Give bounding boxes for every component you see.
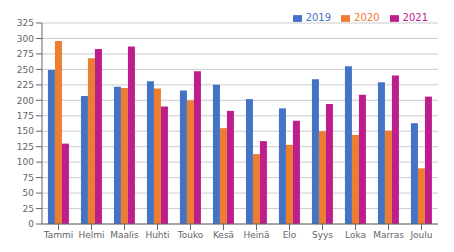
svg-text:Kesä: Kesä bbox=[213, 230, 234, 240]
svg-text:75: 75 bbox=[23, 173, 34, 183]
html-text:2019: 2019 bbox=[305, 12, 332, 23]
svg-text:Joulu: Joulu bbox=[409, 230, 432, 240]
svg-text:275: 275 bbox=[17, 49, 34, 59]
svg-text:Marras: Marras bbox=[373, 230, 404, 240]
html-text:2021: 2021 bbox=[402, 12, 428, 23]
svg-text:100: 100 bbox=[17, 157, 34, 167]
svg-text:175: 175 bbox=[17, 111, 34, 121]
svg-text:Loka: Loka bbox=[345, 230, 366, 240]
svg-text:0: 0 bbox=[28, 219, 34, 229]
svg-text:Elo: Elo bbox=[283, 230, 297, 240]
svg-text:Syys: Syys bbox=[312, 230, 333, 240]
svg-text:Touko: Touko bbox=[177, 230, 204, 240]
svg-text:50: 50 bbox=[23, 188, 35, 198]
svg-text:Heinä: Heinä bbox=[243, 230, 269, 240]
svg-text:125: 125 bbox=[17, 142, 34, 152]
svg-text:300: 300 bbox=[17, 34, 34, 44]
html-text:2020: 2020 bbox=[354, 12, 380, 23]
svg-text:Helmi: Helmi bbox=[78, 230, 104, 240]
svg-text:Huhti: Huhti bbox=[145, 230, 169, 240]
svg-text:325: 325 bbox=[17, 18, 34, 28]
svg-text:200: 200 bbox=[17, 96, 34, 106]
svg-text:225: 225 bbox=[17, 80, 34, 90]
svg-text:250: 250 bbox=[17, 65, 34, 75]
svg-text:Maalis: Maalis bbox=[110, 230, 139, 240]
svg-text:Tammi: Tammi bbox=[43, 230, 74, 240]
svg-text:150: 150 bbox=[17, 126, 34, 136]
svg-text:25: 25 bbox=[23, 204, 34, 214]
